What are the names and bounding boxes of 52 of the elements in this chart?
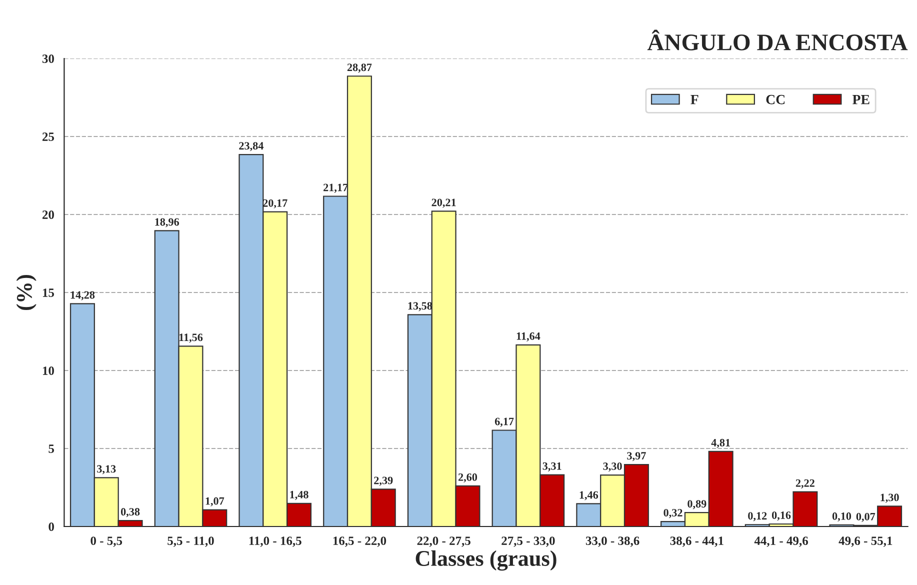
data-label: 3,13 <box>97 465 116 474</box>
data-label: 0,07 <box>856 512 876 522</box>
data-label: 2,22 <box>796 479 814 488</box>
legend-label: CC <box>766 94 785 104</box>
data-label: 28,87 <box>347 64 372 73</box>
data-label: 1,30 <box>880 494 899 503</box>
x-tick-label: 27,5 - 33,0 <box>502 536 555 547</box>
data-label: 11,56 <box>179 334 203 343</box>
data-label: 0,38 <box>120 508 140 518</box>
data-label: 11,64 <box>516 332 540 342</box>
y-tick-label: 20 <box>42 210 54 219</box>
data-label: 0,12 <box>748 512 767 522</box>
y-tick-label: 30 <box>42 54 54 63</box>
y-tick-label: 10 <box>42 366 54 375</box>
data-label: 0,10 <box>832 512 852 522</box>
legend-label: PE <box>852 95 870 104</box>
data-label: 1,46 <box>580 491 598 500</box>
data-label: 2,60 <box>458 473 478 483</box>
y-tick-label: 25 <box>42 132 54 141</box>
data-label: 3,30 <box>603 462 622 472</box>
data-label: 18,96 <box>155 218 180 228</box>
x-tick-label: 22,0 - 27,5 <box>417 536 470 547</box>
data-label: 21,17 <box>324 184 348 193</box>
data-label: 20,21 <box>432 198 456 208</box>
data-label: 0,89 <box>688 500 706 510</box>
data-label: 4,81 <box>711 438 730 448</box>
data-label: 23,84 <box>239 142 264 152</box>
data-label: 1,07 <box>206 497 224 506</box>
x-tick-label: 0 - 5,5 <box>90 536 122 547</box>
data-label: 0,32 <box>664 508 682 518</box>
data-label: 6,17 <box>494 418 514 427</box>
x-tick-label: 5,5 - 11,0 <box>168 536 214 547</box>
x-tick-label: 11,0 - 16,5 <box>249 536 302 547</box>
legend-label: F <box>690 95 698 104</box>
x-axis-title: Classes (graus) <box>416 550 556 571</box>
x-tick-label: 16,5 - 22,0 <box>333 536 386 547</box>
y-tick-label: 15 <box>42 288 54 297</box>
y-tick-label: 0 <box>48 522 54 531</box>
data-label: 1,48 <box>290 490 308 500</box>
data-label: 2,39 <box>374 476 393 486</box>
data-label: 3,31 <box>542 462 562 472</box>
x-tick-label: 33,0 - 38,6 <box>586 536 640 547</box>
data-label: 13,58 <box>408 302 432 312</box>
chart-title: ÂNGULO DA ENCOSTA <box>647 30 908 50</box>
data-label: 0,16 <box>772 511 791 521</box>
y-axis-title: (%) <box>16 274 36 310</box>
x-tick-label: 38,6 - 44,1 <box>670 536 724 547</box>
x-tick-label: 49,6 - 55,1 <box>838 536 892 547</box>
data-label: 14,28 <box>70 291 95 300</box>
x-tick-label: 44,1 - 49,6 <box>754 536 808 547</box>
y-tick-label: 5 <box>48 444 54 453</box>
data-label: 3,97 <box>627 452 646 462</box>
